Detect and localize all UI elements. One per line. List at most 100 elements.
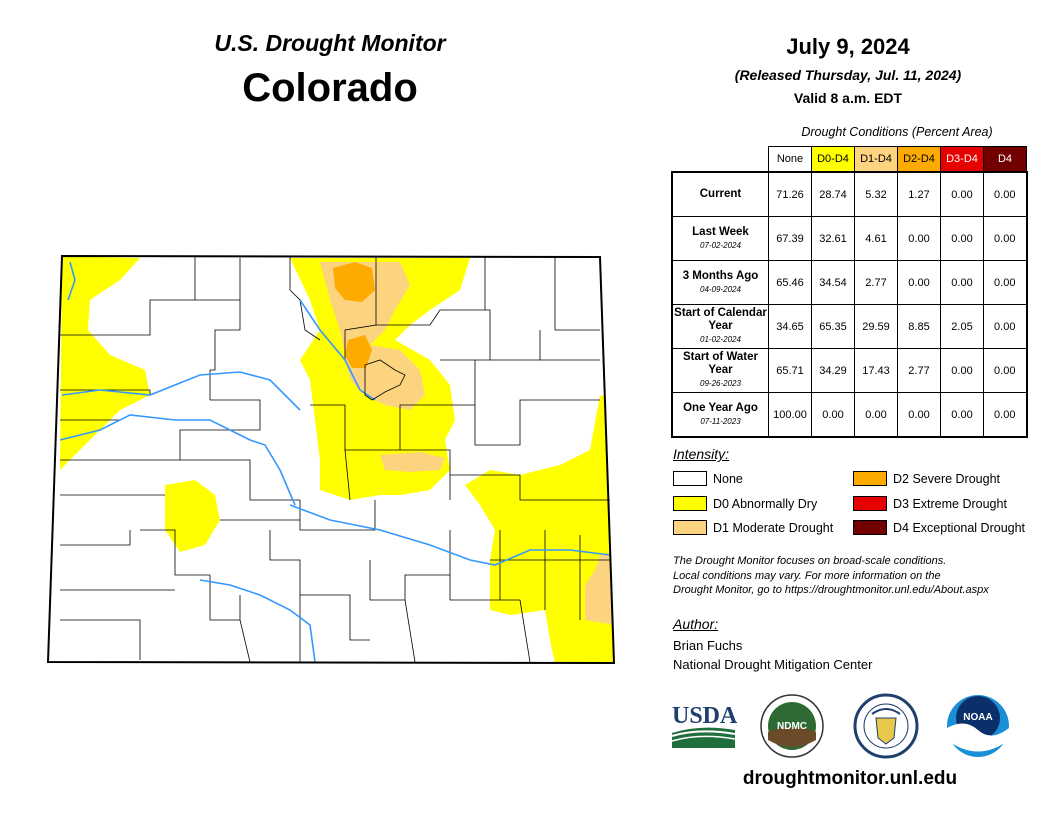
release-date: (Released Thursday, Jul. 11, 2024) — [734, 67, 962, 83]
table-cell: 0.00 — [897, 216, 941, 261]
legend-item-d3: D3 Extreme Drought — [853, 496, 1007, 511]
state-title: Colorado — [242, 66, 418, 110]
table-cell: 17.43 — [854, 348, 898, 393]
row-label-text: Start of Water Year — [683, 351, 758, 376]
d2-area-central — [345, 335, 372, 368]
table-row: Start of Water Year 09-26-2023 65.71 34.29 1… — [671, 348, 1028, 393]
author-name: Brian Fuchs — [673, 638, 743, 653]
legend-label: D4 Exceptional Drought — [893, 520, 1026, 535]
note-line: Drought Monitor, go to https://droughtmo… — [673, 584, 989, 596]
table-cell: 0.00 — [811, 392, 855, 438]
legend-title: Intensity: — [673, 446, 730, 462]
d0-area-northwest — [60, 256, 150, 470]
river-arkansas — [289, 504, 611, 566]
legend-swatch — [673, 496, 707, 511]
table-cell: 0.00 — [940, 260, 984, 305]
legend-label: D3 Extreme Drought — [893, 496, 1007, 511]
map-date: July 9, 2024 — [786, 34, 910, 59]
rivers — [59, 261, 611, 663]
disclaimer-note: The Drought Monitor focuses on broad-sca… — [673, 554, 1043, 598]
author-heading: Author: — [673, 616, 719, 632]
legend-swatch — [853, 496, 887, 511]
river-north — [67, 261, 76, 301]
table-cell: 1.27 — [897, 171, 941, 217]
usda-logo: USDA — [671, 703, 738, 748]
table-cell: 2.77 — [854, 260, 898, 305]
legend-swatch — [853, 520, 887, 535]
table-cell: 2.77 — [897, 348, 941, 393]
row-date: 07-02-2024 — [700, 240, 741, 250]
row-date: 01-02-2024 — [700, 335, 741, 344]
drought-conditions-table: None D0-D4 D1-D4 D2-D4 D3-D4 D4 Current 7… — [671, 146, 1028, 438]
d0-area-east — [465, 395, 614, 663]
website-url[interactable]: droughtmonitor.unl.edu — [742, 768, 958, 789]
table-cell: 67.39 — [768, 216, 812, 261]
row-label: Current — [671, 171, 769, 217]
row-label-text: 3 Months Ago — [682, 269, 759, 282]
table-cell: 65.35 — [811, 304, 855, 349]
table-cell: 32.61 — [811, 216, 855, 261]
table-cell: 71.26 — [768, 171, 812, 217]
commerce-seal — [853, 693, 919, 759]
table-cell: 0.00 — [983, 392, 1028, 438]
table-cell: 0.00 — [940, 392, 984, 438]
col-header-d1d4: D1-D4 — [854, 146, 898, 173]
table-cell: 0.00 — [897, 260, 941, 305]
agency-logos: USDA NDMC NOAA — [671, 693, 1009, 759]
noaa-logo: NOAA — [947, 695, 1009, 757]
note-line: The Drought Monitor focuses on broad-sca… — [673, 555, 947, 567]
col-header-d2d4: D2-D4 — [897, 146, 941, 173]
d1-area-southeast — [585, 555, 614, 625]
table-row: One Year Ago 07-11-2023 100.00 0.00 0.00 0.00… — [671, 392, 1028, 438]
note-line: Local conditions may vary. For more info… — [673, 569, 941, 582]
col-header-none: None — [768, 146, 812, 173]
ndmc-logo-text: NDMC — [777, 721, 807, 732]
col-header-d3d4: D3-D4 — [940, 146, 984, 173]
table-row: Last Week 07-02-2024 67.39 32.61 4.61 0.00 0.0… — [671, 216, 1028, 261]
table-cell: 0.00 — [940, 348, 984, 393]
table-cell: 34.54 — [811, 260, 855, 305]
noaa-logo-text: NOAA — [963, 712, 992, 723]
row-label: One Year Ago 07-11-2023 — [671, 392, 769, 438]
table-cell: 5.32 — [854, 171, 898, 217]
table-cell: 0.00 — [983, 348, 1028, 393]
table-corner — [672, 146, 769, 172]
d2-area-north — [333, 262, 375, 302]
table-cell: 0.00 — [940, 216, 984, 261]
legend-swatch — [853, 471, 887, 486]
table-caption: Drought Conditions (Percent Area) — [801, 125, 993, 139]
usda-logo-text: USDA — [672, 703, 738, 729]
table-cell: 0.00 — [983, 304, 1028, 349]
legend-item-d1: D1 Moderate Drought — [673, 520, 833, 535]
river-rio-grande — [199, 579, 316, 663]
table-cell: 8.85 — [897, 304, 941, 349]
d1-area-central — [380, 452, 445, 472]
table-cell: 0.00 — [983, 260, 1028, 305]
d0-area-west-central — [165, 480, 220, 552]
product-title: U.S. Drought Monitor — [214, 30, 446, 56]
table-cell: 65.71 — [768, 348, 812, 393]
table-cell: 29.59 — [854, 304, 898, 349]
table-cell: 100.00 — [768, 392, 812, 438]
legend-item-d4: D4 Exceptional Drought — [853, 520, 1025, 535]
row-label: Last Week 07-02-2024 — [671, 216, 769, 261]
table-cell: 34.29 — [811, 348, 855, 393]
row-label: Start of Water Year 09-26-2023 — [671, 348, 769, 393]
table-header-row: None D0-D4 D1-D4 D2-D4 D3-D4 D4 — [672, 146, 1027, 173]
table-row: Start of Calendar Year 01-02-2024 34.65 65.… — [671, 304, 1028, 349]
row-label-text: Last Week — [692, 225, 749, 238]
legend-item-none: None — [673, 471, 743, 486]
ndmc-logo: NDMC — [760, 694, 824, 758]
row-label: Start of Calendar Year 01-02-2024 — [671, 304, 769, 349]
denver-metro — [364, 359, 406, 401]
county-boundaries — [60, 257, 610, 663]
table-cell: 0.00 — [983, 216, 1028, 261]
legend-swatch — [673, 520, 707, 535]
colorado-drought-map — [46, 254, 616, 665]
legend-label: D0 Abnormally Dry — [713, 496, 818, 511]
table-cell: 4.61 — [854, 216, 898, 261]
col-header-d0d4: D0-D4 — [811, 146, 855, 173]
row-label-text: One Year Ago — [683, 401, 758, 414]
legend-item-d2: D2 Severe Drought — [853, 471, 1000, 486]
row-date: 09-26-2023 — [700, 379, 741, 388]
